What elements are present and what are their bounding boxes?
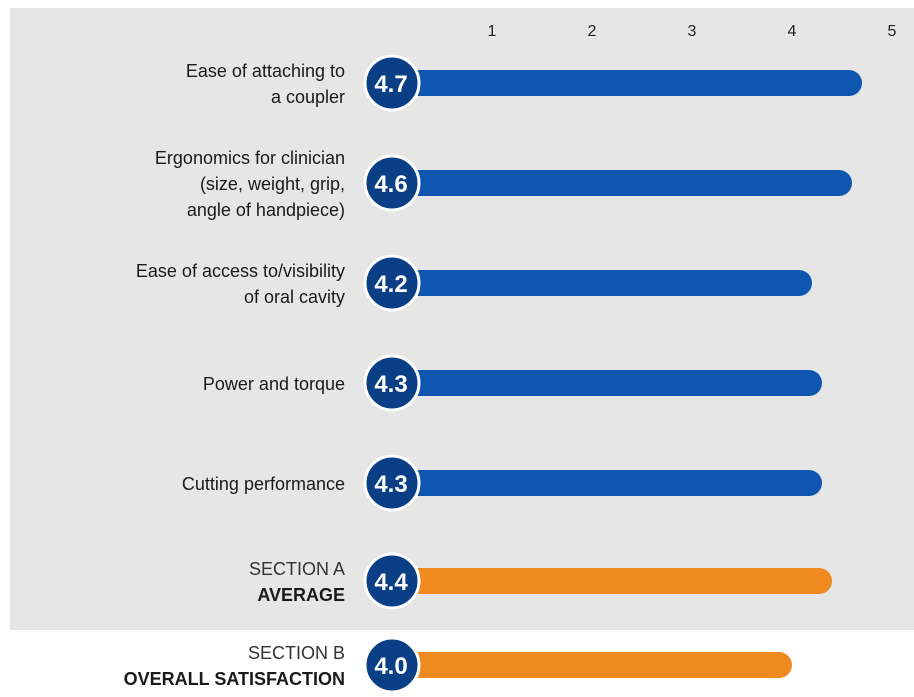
category-label: Ease of attaching to a coupler bbox=[186, 61, 345, 107]
value-label: 4.4 bbox=[374, 569, 408, 596]
value-label: 4.2 bbox=[374, 271, 407, 298]
category-label: SECTION B OVERALL SATISFACTION bbox=[124, 643, 345, 689]
value-badge bbox=[363, 154, 421, 212]
category-label-line: AVERAGE bbox=[257, 585, 345, 605]
bar-rows: Ease of attaching to a coupler 4.7 Ergonomi… bbox=[124, 54, 862, 694]
category-label-line: of oral cavity bbox=[244, 287, 345, 307]
bar-row-4: Power and torque 4.3 bbox=[203, 354, 822, 412]
category-label-line: OVERALL SATISFACTION bbox=[124, 669, 345, 689]
tick-label-1: 1 bbox=[488, 23, 497, 40]
value-badge bbox=[363, 54, 421, 112]
bar bbox=[392, 70, 862, 96]
category-label: Power and torque bbox=[203, 374, 345, 394]
category-label: SECTION A AVERAGE bbox=[249, 559, 345, 605]
bar bbox=[392, 170, 852, 196]
x-axis-ticks: 1 2 3 4 5 bbox=[488, 23, 897, 40]
category-label-line: Ease of access to/visibility bbox=[136, 261, 345, 281]
category-label-line: Power and torque bbox=[203, 374, 345, 394]
bar bbox=[392, 652, 792, 678]
tick-label-3: 3 bbox=[688, 23, 697, 40]
bar-row-3: Ease of access to/visibility of oral cavi… bbox=[136, 254, 812, 312]
category-label-line: (size, weight, grip, bbox=[200, 174, 345, 194]
category-label: Cutting performance bbox=[182, 474, 345, 494]
tick-label-5: 5 bbox=[888, 23, 897, 40]
value-label: 4.3 bbox=[374, 371, 407, 398]
bar-row-1: Ease of attaching to a coupler 4.7 bbox=[186, 54, 862, 112]
value-badge bbox=[363, 354, 421, 412]
tick-label-2: 2 bbox=[588, 23, 597, 40]
bar bbox=[392, 568, 832, 594]
value-label: 4.6 bbox=[374, 171, 407, 198]
bar bbox=[392, 270, 812, 296]
chart-background-panel bbox=[10, 8, 914, 630]
category-label-line: angle of handpiece) bbox=[187, 200, 345, 220]
tick-label-4: 4 bbox=[788, 23, 797, 40]
value-badge bbox=[363, 636, 421, 694]
value-label: 4.0 bbox=[374, 653, 407, 680]
value-badge bbox=[363, 254, 421, 312]
category-label-line: a coupler bbox=[271, 87, 345, 107]
value-label: 4.7 bbox=[374, 71, 407, 98]
bar bbox=[392, 370, 822, 396]
bar-row-2: Ergonomics for clinician (size, weight, g… bbox=[155, 148, 852, 220]
category-label-line: Ergonomics for clinician bbox=[155, 148, 345, 168]
category-label-line: SECTION B bbox=[248, 643, 345, 663]
category-label-line: Cutting performance bbox=[182, 474, 345, 494]
category-label-line: Ease of attaching to bbox=[186, 61, 345, 81]
bar-row-7: SECTION B OVERALL SATISFACTION 4.0 bbox=[124, 636, 792, 694]
bar bbox=[392, 470, 822, 496]
bar-row-5: Cutting performance 4.3 bbox=[182, 454, 822, 512]
category-label-line: SECTION A bbox=[249, 559, 345, 579]
category-label: Ergonomics for clinician (size, weight, g… bbox=[155, 148, 345, 220]
value-badge bbox=[363, 454, 421, 512]
bar-row-6: SECTION A AVERAGE 4.4 bbox=[249, 552, 832, 610]
value-badge bbox=[363, 552, 421, 610]
value-label: 4.3 bbox=[374, 471, 407, 498]
category-label: Ease of access to/visibility of oral cavi… bbox=[136, 261, 345, 307]
